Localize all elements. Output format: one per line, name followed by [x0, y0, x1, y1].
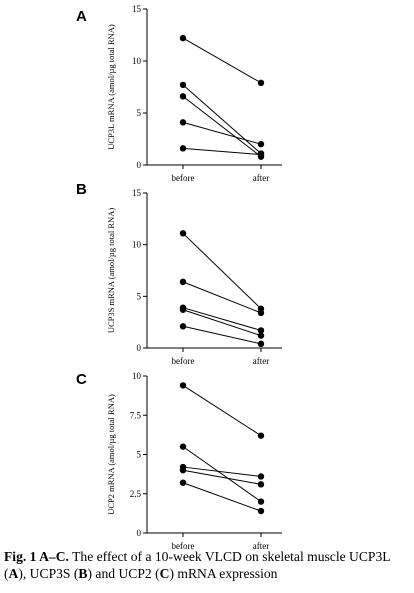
data-point-b-2-after	[257, 309, 265, 317]
caption-panel-c: C	[159, 566, 170, 581]
x-tick-label-b: before	[172, 356, 195, 366]
panel-letter-b: B	[76, 181, 87, 198]
data-point-c-4-after	[257, 481, 265, 488]
data-point-c-5-after	[257, 507, 265, 515]
caption-text-1: The effect of a 10-week VLCD on skeletal…	[4, 549, 391, 581]
y-tick-label-c: 7.5	[130, 410, 142, 420]
y-tick-label-b: 5	[137, 291, 142, 301]
data-point-a-1-before	[179, 34, 187, 42]
series-line-b-2	[182, 281, 262, 314]
x-tick-label-c: before	[172, 541, 195, 551]
caption-label: Fig. 1 A–C.	[4, 549, 69, 564]
y-tick-label-c: 2.5	[130, 489, 142, 499]
y-tick-label-c: 0	[137, 528, 142, 538]
data-point-c-1-after	[257, 432, 265, 439]
data-point-a-3-before	[179, 93, 187, 100]
y-axis-title-a: UCP3L mRNA (amol/µg total RNA)	[106, 24, 116, 150]
y-axis-title-c: UCP2 mRNA (amol/µg total RNA)	[106, 394, 116, 515]
series-line-b-3	[182, 307, 262, 331]
data-point-c-4-before	[179, 467, 187, 474]
data-point-a-4-before	[179, 119, 187, 126]
x-tick-label-b: after	[253, 356, 269, 366]
data-point-a-4-after	[257, 141, 265, 148]
y-tick-label-a: 0	[137, 160, 142, 170]
series-line-a-5	[182, 147, 262, 156]
data-point-c-1-before	[179, 382, 187, 389]
data-point-a-1-after	[257, 79, 265, 87]
data-point-b-5-after	[257, 340, 265, 348]
caption-panel-b: B	[78, 566, 88, 581]
y-tick-label-c: 5	[137, 450, 142, 460]
caption-text-4: ) mRNA expression	[169, 566, 278, 581]
y-tick-label-a: 5	[137, 108, 142, 118]
data-point-c-2-after	[257, 498, 265, 505]
series-line-b-4	[182, 309, 262, 337]
data-point-a-5-after	[257, 151, 265, 158]
data-point-a-5-before	[179, 145, 187, 152]
data-point-b-3-after	[257, 327, 265, 334]
caption-text-3: ) and UCP2 (	[87, 566, 160, 581]
series-line-b-1	[182, 232, 262, 310]
series-line-c-1	[182, 384, 262, 437]
x-tick-label-c: after	[253, 541, 269, 551]
series-line-c-3	[182, 466, 262, 477]
y-tick-label-c: 10	[132, 371, 142, 381]
y-tick-label-b: 0	[137, 343, 142, 353]
data-point-c-3-after	[257, 473, 265, 480]
x-tick-label-a: after	[253, 173, 269, 183]
data-point-c-5-before	[179, 479, 187, 486]
panel-letter-a: A	[76, 8, 87, 25]
caption-text-2: ), UCP3S (	[18, 566, 79, 581]
data-point-b-2-before	[179, 278, 187, 286]
series-line-c-5	[182, 482, 262, 512]
data-point-b-1-before	[179, 230, 187, 237]
y-tick-label-a: 10	[132, 56, 142, 66]
series-line-c-4	[182, 469, 262, 485]
y-tick-label-b: 15	[132, 188, 142, 198]
data-point-a-2-before	[179, 81, 187, 89]
series-line-a-3	[182, 95, 262, 158]
caption-panel-a: A	[8, 566, 19, 581]
data-point-b-4-after	[257, 332, 265, 339]
y-tick-label-a: 15	[132, 4, 142, 14]
y-axis-title-b: UCP3S mRNA (amol/µg total RNA)	[106, 208, 116, 333]
y-tick-label-b: 10	[132, 240, 142, 250]
series-line-a-1	[182, 37, 262, 84]
series-line-a-2	[182, 84, 262, 154]
data-point-b-4-before	[179, 306, 187, 313]
series-line-c-2	[182, 446, 262, 503]
x-tick-label-a: before	[172, 173, 195, 183]
figure-caption: Fig. 1 A–C. The effect of a 10-week VLCD…	[4, 548, 412, 582]
series-line-b-5	[182, 325, 262, 345]
data-point-b-5-before	[179, 323, 187, 330]
panel-letter-c: C	[76, 371, 87, 388]
series-line-a-4	[182, 121, 262, 145]
data-point-c-2-before	[179, 443, 187, 450]
